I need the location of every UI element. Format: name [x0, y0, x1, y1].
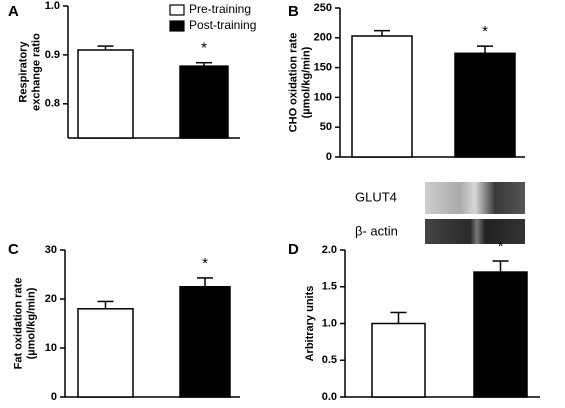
y-tick-label: 10	[45, 342, 57, 354]
y-tick-label: 0	[51, 391, 57, 403]
y-tick-label: 1.0	[322, 317, 337, 329]
y-tick-label: 20	[45, 293, 57, 305]
y-tick-label: 2.0	[322, 244, 337, 256]
y-axis-label: exchange ratio	[30, 33, 42, 111]
y-axis-label: CHO oxidation rate	[287, 33, 299, 133]
bar	[351, 35, 413, 158]
blot-image	[425, 219, 525, 244]
y-tick-label: 1.0	[45, 0, 60, 12]
bar	[473, 271, 528, 398]
y-tick-label: 30	[45, 244, 57, 256]
significance-marker: *	[498, 238, 504, 255]
y-tick-label: 50	[320, 121, 332, 133]
legend-label: Post-training	[189, 18, 256, 32]
significance-marker: *	[201, 40, 207, 57]
y-tick-label: 200	[314, 32, 332, 44]
blot-image	[425, 182, 525, 214]
panel-letter: B	[288, 3, 299, 20]
y-tick-label: 150	[314, 62, 332, 74]
legend-swatch	[169, 4, 185, 16]
y-tick-label: 100	[314, 91, 332, 103]
y-tick-label: 1.5	[322, 281, 337, 293]
y-axis-label: (µmol/kg/min)	[25, 287, 37, 359]
y-tick-label: 0.0	[322, 391, 337, 403]
y-tick-label: 0.9	[45, 49, 60, 61]
y-axis-label: (µmol/kg/min)	[300, 46, 312, 118]
panel-letter: A	[8, 3, 19, 20]
y-axis-label: Respiratory	[17, 41, 29, 103]
y-axis-label: Arbitrary units	[304, 286, 316, 362]
bar	[77, 308, 134, 398]
bar	[454, 52, 516, 158]
y-axis-label: Fat oxidation rate	[12, 278, 24, 370]
panel-letter: D	[288, 241, 299, 258]
y-tick-label: 0.5	[322, 354, 337, 366]
bar	[179, 286, 231, 398]
bar	[371, 322, 426, 398]
blot-label: β- actin	[355, 223, 398, 238]
y-tick-label: 250	[314, 2, 332, 14]
y-tick-label: 0	[326, 151, 332, 163]
significance-marker: *	[482, 23, 488, 40]
panel-letter: C	[8, 241, 19, 258]
legend-swatch	[169, 20, 185, 32]
y-tick-label: 0.8	[45, 98, 60, 110]
significance-marker: *	[202, 255, 208, 272]
blot-label: GLUT4	[355, 189, 397, 204]
bar	[179, 65, 229, 139]
legend-label: Pre-training	[189, 2, 251, 16]
bar	[77, 49, 134, 139]
